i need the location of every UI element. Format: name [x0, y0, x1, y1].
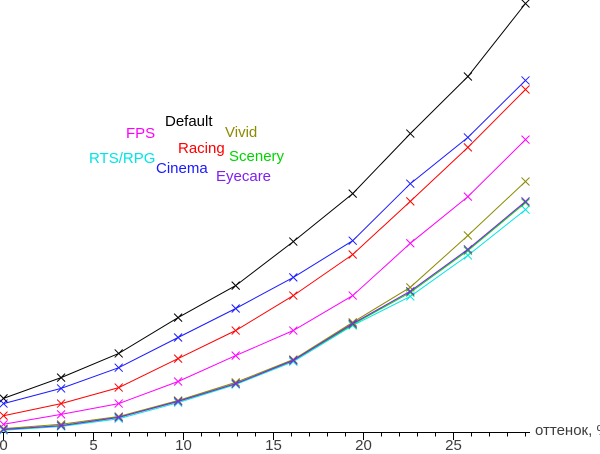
series-marker-x — [231, 380, 241, 389]
series-marker-x — [521, 205, 530, 214]
series-line-eyecare — [3, 201, 526, 430]
series-marker-x — [348, 236, 358, 246]
series-marker-x — [56, 410, 66, 419]
series-line-vivid — [3, 181, 526, 430]
series-marker-x — [405, 129, 415, 138]
series-marker-x — [114, 363, 124, 373]
series-marker-x — [114, 412, 124, 421]
x-tick-label-0: 0 — [0, 437, 8, 454]
series-marker-x — [288, 355, 298, 364]
series-marker-x — [114, 349, 124, 358]
series-marker-x — [173, 333, 183, 342]
series-marker-x — [0, 424, 8, 433]
series-marker-x — [288, 326, 298, 335]
series-marker-x — [288, 273, 298, 282]
series-marker-x — [463, 133, 473, 142]
series-line-racing — [3, 89, 526, 417]
series-marker-x — [463, 72, 473, 81]
series-marker-x — [348, 319, 358, 328]
legend-label-rts-rpg: RTS/RPG — [89, 150, 156, 167]
legend-label-vivid: Vivid — [225, 124, 258, 141]
series-marker-x — [56, 399, 66, 408]
series-marker-x — [521, 76, 530, 85]
series-line-fps — [3, 139, 526, 425]
series-marker-x — [173, 354, 183, 363]
series-marker-x — [288, 291, 298, 300]
legend-label-racing: Racing — [178, 140, 225, 157]
series-marker-x — [521, 85, 530, 94]
series-line-scenery — [3, 202, 526, 430]
series-marker-x — [114, 413, 124, 422]
series-marker-x — [521, 0, 530, 8]
series-marker-x — [348, 291, 358, 300]
series-marker-x — [348, 250, 358, 259]
legend-label-scenery: Scenery — [229, 148, 285, 165]
series-marker-x — [231, 379, 241, 389]
legend-label-cinema: Cinema — [156, 160, 208, 177]
x-tick-label-4: 20 — [355, 437, 372, 454]
series-marker-x — [0, 411, 8, 420]
series-marker-x — [521, 198, 530, 208]
series-marker-x — [463, 143, 473, 152]
x-tick-label-5: 25 — [445, 437, 462, 454]
series-marker-x — [56, 384, 66, 393]
series-marker-x — [231, 378, 241, 387]
series-marker-x — [521, 135, 530, 144]
series-marker-x — [231, 304, 241, 313]
series-marker-x — [405, 179, 415, 189]
series-marker-x — [114, 383, 124, 392]
x-tick-label-1: 5 — [89, 437, 98, 454]
series-marker-x — [288, 237, 298, 246]
series-marker-x — [173, 377, 183, 386]
series-marker-x — [0, 425, 8, 434]
series-marker-x — [173, 313, 183, 322]
series-marker-x — [56, 419, 66, 429]
legend-label-fps: FPS — [126, 125, 156, 142]
series-marker-x — [463, 192, 473, 201]
series-marker-x — [56, 373, 66, 382]
series-marker-x — [521, 197, 530, 206]
legend-label-eyecare: Eyecare — [216, 168, 272, 185]
series-marker-x — [0, 425, 8, 435]
series-marker-x — [463, 246, 473, 255]
series-marker-x — [173, 396, 183, 405]
series-marker-x — [231, 281, 241, 290]
series-marker-x — [56, 421, 66, 430]
series-marker-x — [405, 286, 415, 296]
series-marker-x — [231, 351, 241, 360]
series-marker-x — [405, 238, 415, 248]
series-marker-x — [521, 177, 530, 186]
series-line-cinema — [3, 80, 526, 405]
series-marker-x — [288, 356, 298, 365]
series-marker-x — [348, 189, 358, 198]
x-axis-title: оттенок, % — [535, 422, 600, 439]
series-line-rts-rpg — [3, 209, 526, 431]
series-marker-x — [463, 244, 473, 254]
series-marker-x — [173, 397, 183, 406]
x-tick-label-3: 15 — [265, 437, 282, 454]
series-marker-x — [463, 231, 473, 240]
series-marker-x — [405, 197, 415, 206]
x-tick-label-2: 10 — [175, 437, 192, 454]
legend-label-default: Default — [165, 113, 213, 130]
series-line-default — [3, 3, 526, 399]
series-marker-x — [0, 399, 8, 408]
series-marker-x — [114, 399, 124, 408]
series-marker-x — [231, 326, 241, 335]
